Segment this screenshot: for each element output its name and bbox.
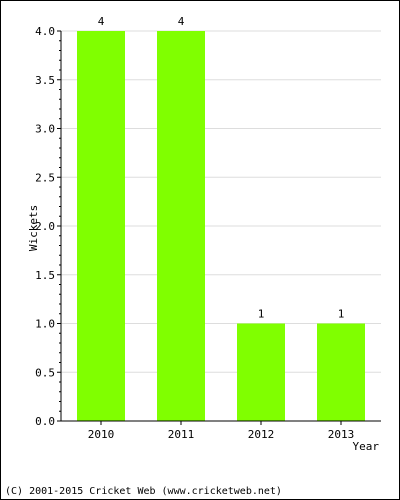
x-tick-label: 2013 [328,428,355,441]
data-labels: 4 4 1 1 [98,15,345,321]
bar-2012 [237,323,285,421]
y-tick-label: 2.5 [35,171,55,184]
data-label: 1 [258,308,265,321]
y-axis-title: Wickets [27,205,40,251]
y-tick-label: 2.0 [35,220,55,233]
y-tick-label: 1.0 [35,318,55,331]
y-ticks: 0.0 0.5 1.0 1.5 2.0 2.5 3.0 3.5 4.0 [35,25,61,428]
bars [77,31,365,421]
x-tick-label: 2012 [248,428,275,441]
data-label: 1 [338,308,345,321]
y-tick-label: 1.5 [35,269,55,282]
y-tick-label: 0.0 [35,415,55,428]
x-axis-title: Year [353,440,380,453]
y-tick-label: 0.5 [35,366,55,379]
data-label: 4 [98,15,105,28]
x-tick-label: 2011 [168,428,195,441]
data-label: 4 [178,15,185,28]
copyright-footer: (C) 2001-2015 Cricket Web (www.cricketwe… [5,486,282,497]
y-tick-label: 3.0 [35,123,55,136]
x-tick-label: 2010 [88,428,115,441]
y-tick-label: 3.5 [35,74,55,87]
bar-2010 [77,31,125,421]
bar-2011 [157,31,205,421]
bar-2013 [317,323,365,421]
x-ticks: 2010 2011 2012 2013 [88,421,355,441]
y-tick-label: 4.0 [35,25,55,38]
